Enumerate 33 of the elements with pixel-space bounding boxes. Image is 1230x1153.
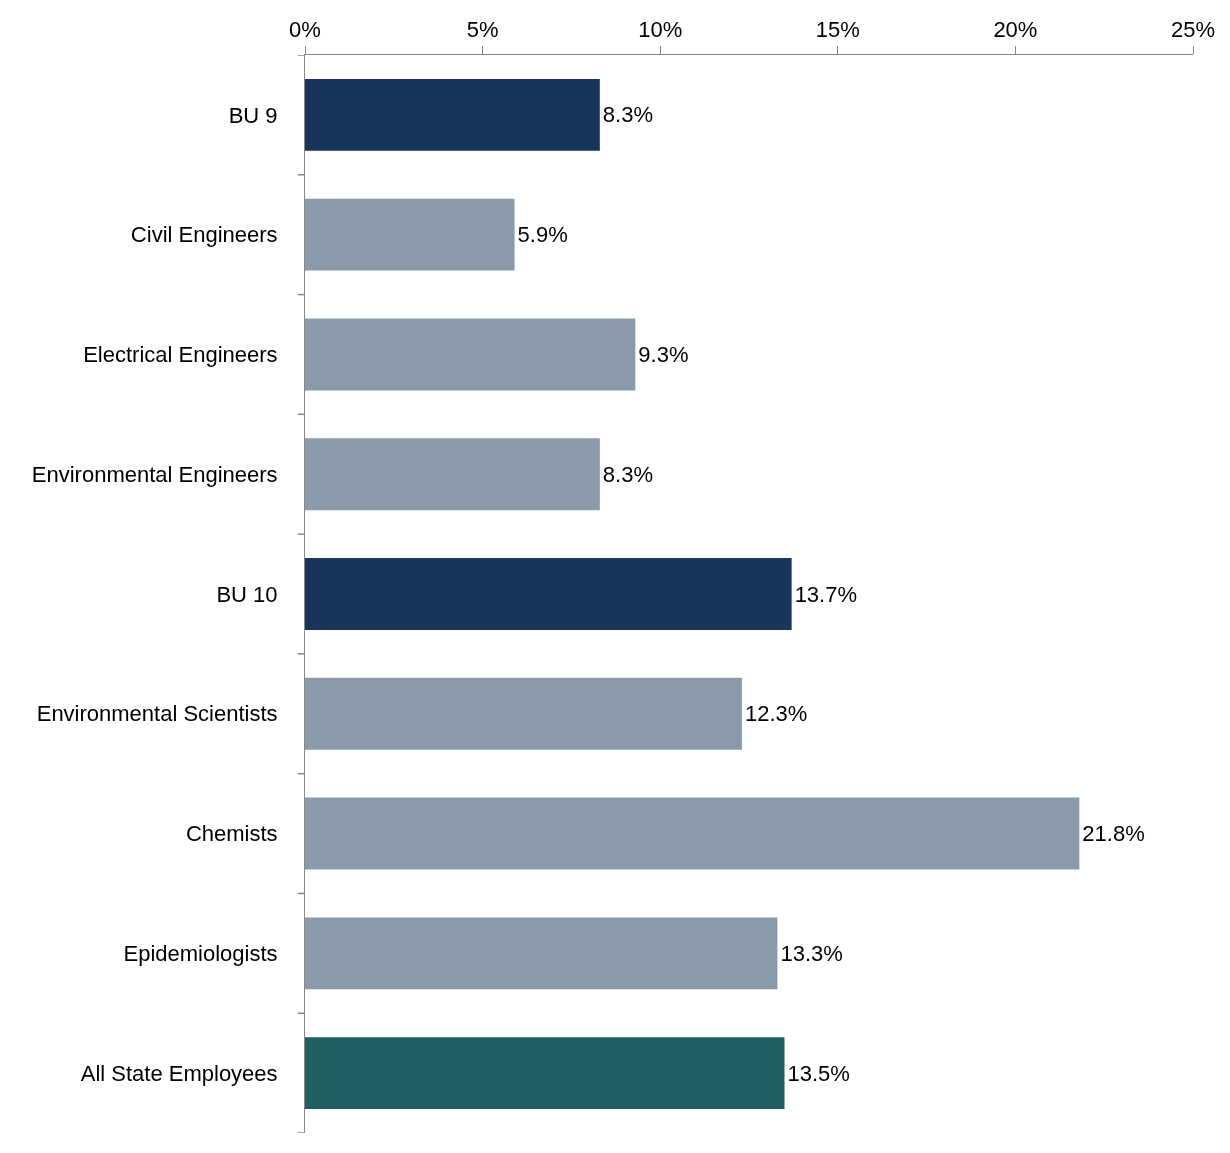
y-tick-label: All State Employees [80, 1060, 278, 1086]
bar [305, 558, 792, 630]
y-tick-label: Electrical Engineers [83, 342, 278, 368]
bar [305, 198, 515, 271]
data-label: 8.3% [602, 102, 653, 128]
data-label: 12.3% [744, 701, 808, 727]
data-label: 5.9% [517, 222, 568, 248]
x-tick-label: 5% [466, 17, 499, 43]
y-tick-label: Civil Engineers [130, 222, 278, 248]
y-tick-label: BU 9 [228, 102, 278, 128]
bar [305, 797, 1080, 870]
bar [305, 438, 600, 511]
data-label: 13.5% [787, 1060, 850, 1086]
data-label: 8.3% [602, 461, 653, 487]
y-tick-label: BU 10 [216, 581, 278, 607]
x-tick-label: 25% [1170, 17, 1216, 43]
x-tick-label: 15% [815, 17, 860, 43]
bar [305, 1037, 785, 1110]
y-tick-label: Chemists [185, 821, 278, 847]
x-tick-label: 0% [289, 17, 321, 43]
data-label: 21.8% [1082, 821, 1145, 847]
bar [305, 917, 778, 990]
y-tick-label: Epidemiologists [123, 941, 278, 967]
data-label: 13.7% [794, 581, 858, 607]
bar [305, 78, 600, 151]
data-label: 13.3% [780, 940, 843, 966]
bar [305, 677, 742, 750]
y-tick-label: Environmental Engineers [31, 461, 278, 487]
x-tick-label: 10% [638, 17, 683, 43]
x-tick-label: 20% [993, 17, 1038, 43]
bar [305, 318, 636, 391]
data-label: 9.3% [638, 341, 689, 367]
y-tick-label: Environmental Scientists [36, 701, 278, 727]
